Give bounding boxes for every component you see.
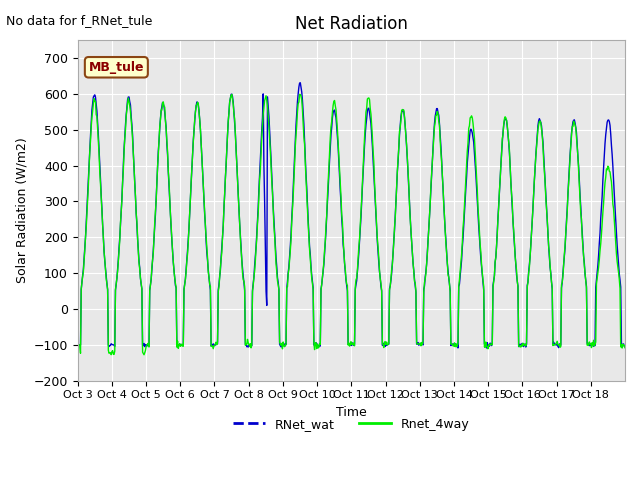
Text: No data for f_RNet_tule: No data for f_RNet_tule [6,14,153,27]
Rnet_4way [296,92,303,97]
Legend: RNet_wat, Rnet_4way: RNet_wat, Rnet_4way [228,413,474,436]
Line: RNet_wat: RNet_wat [77,83,625,348]
Rnet_4way [409,260,417,266]
RNet_wat [621,344,629,349]
RNet_wat [138,286,146,292]
X-axis label: Time: Time [336,406,367,419]
RNet_wat [296,80,304,85]
Rnet_4way [440,202,447,208]
Rnet_4way [239,277,247,283]
Rnet_4way [621,345,629,350]
Rnet_4way [266,148,274,154]
Rnet_4way [140,352,148,358]
RNet_wat [408,251,416,257]
RNet_wat [266,127,273,133]
Rnet_4way [138,286,146,292]
Title: Net Radiation: Net Radiation [295,15,408,33]
RNet_wat [287,243,294,249]
RNet_wat [483,345,490,351]
RNet_wat [439,185,447,191]
Rnet_4way [74,342,81,348]
Rnet_4way [287,237,295,243]
Text: MB_tule: MB_tule [88,61,144,74]
RNet_wat [239,265,246,271]
RNet_wat [74,342,81,348]
Line: Rnet_4way: Rnet_4way [77,95,625,355]
Y-axis label: Solar Radiation (W/m2): Solar Radiation (W/m2) [15,138,28,283]
